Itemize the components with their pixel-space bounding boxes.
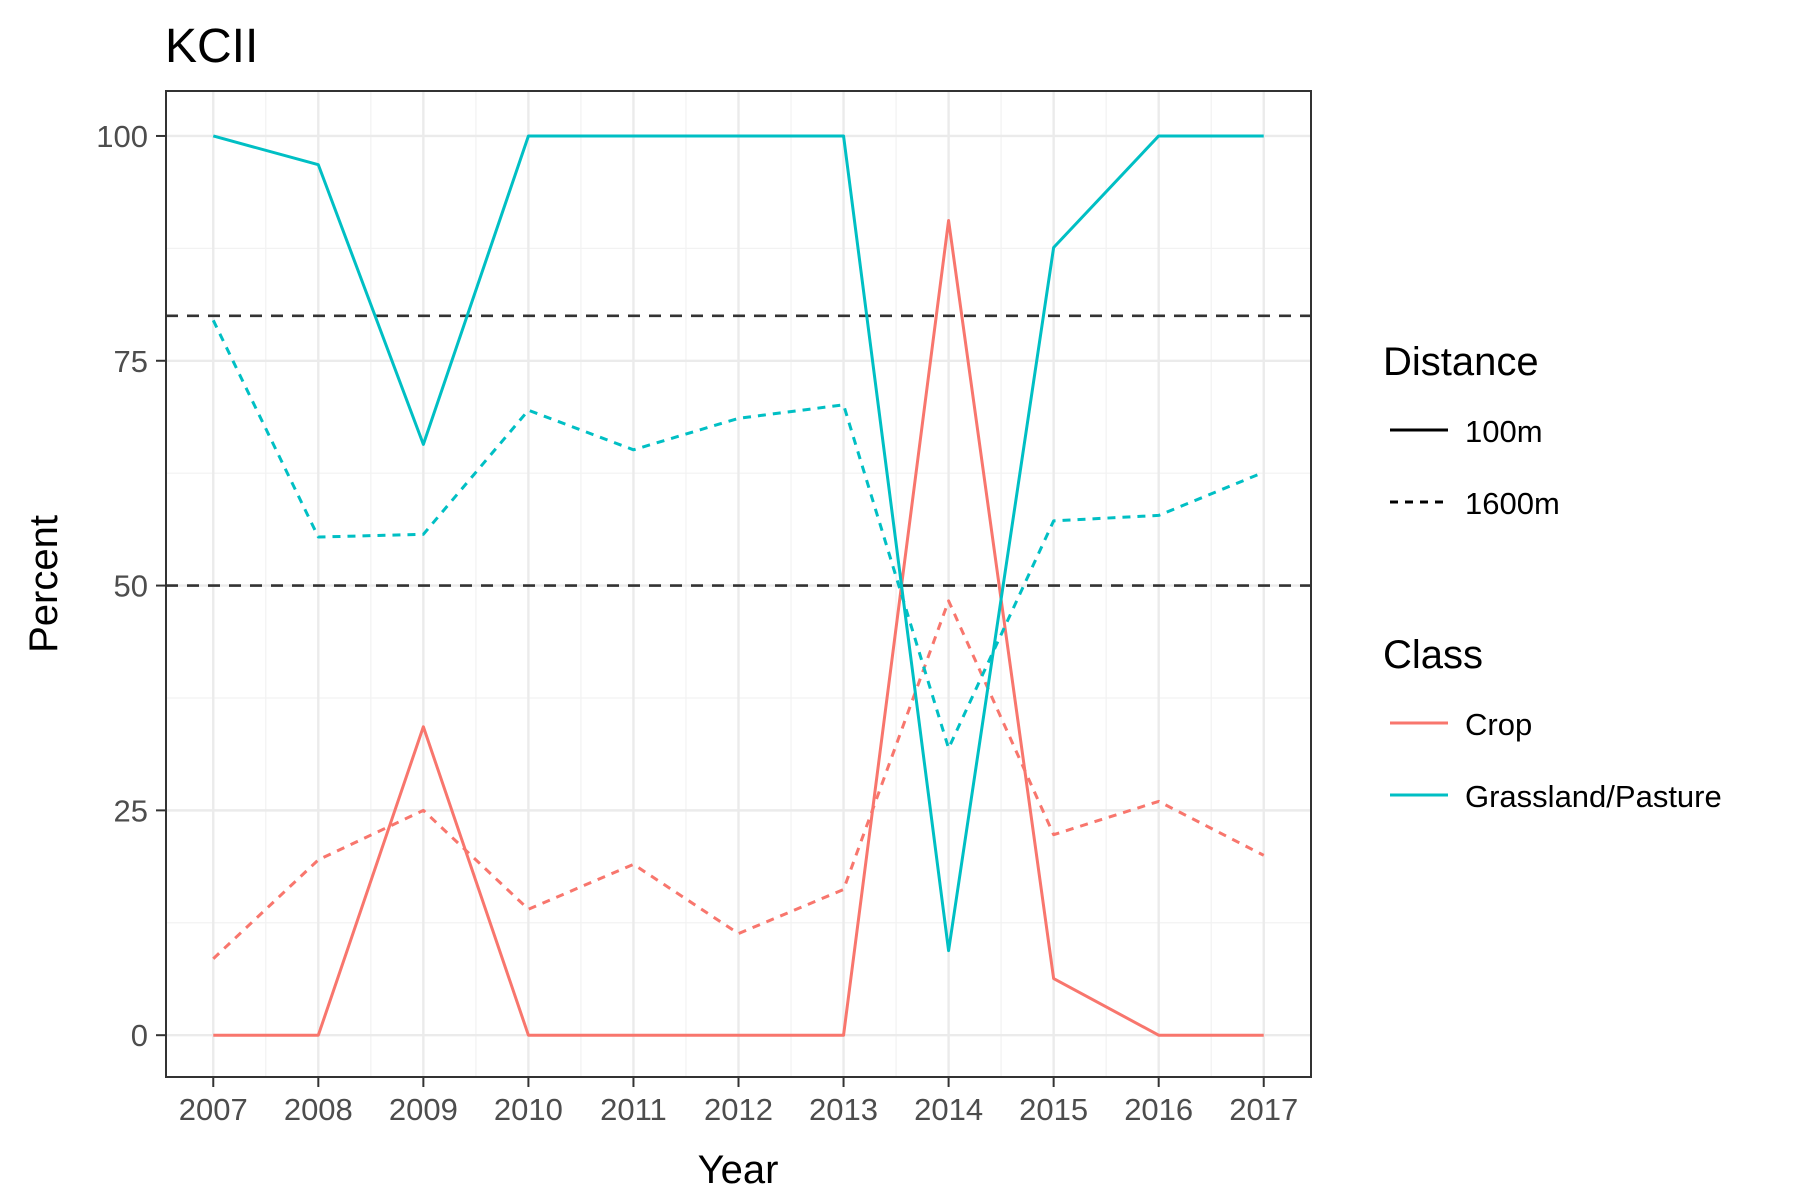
y-axis: 0 25 50 75 100 [96,119,166,1053]
series-lines [211,134,1265,1037]
legend-distance: Distance 100m 1600m [1383,340,1560,521]
reference-lines [166,314,1311,587]
x-tick-label: 2012 [704,1092,773,1127]
x-tick-label: 2013 [809,1092,878,1127]
x-tick-label: 2010 [494,1092,563,1127]
series-line-grassland-pasture-100m [212,134,1264,953]
y-tick-label: 100 [96,119,148,154]
x-tick-label: 2011 [600,1092,667,1127]
legend-label-100m: 100m [1465,414,1543,449]
legend-label-grassland-pasture: Grassland/Pasture [1465,779,1722,814]
chart-title: KCII [165,20,258,73]
series-line-crop-100m [213,218,1264,1037]
y-axis-title: Percent [22,515,66,653]
y-tick-label: 75 [114,344,148,379]
x-tick-label: 2015 [1019,1092,1088,1127]
y-tick-label: 25 [114,793,148,828]
legend-class: Class Crop Grassland/Pasture [1383,633,1722,814]
x-tick-label: 2017 [1229,1092,1298,1127]
legend-label-crop: Crop [1465,707,1532,742]
legend-distance-title: Distance [1383,340,1539,384]
x-tick-label: 2014 [914,1092,983,1127]
x-tick-label: 2007 [179,1092,248,1127]
x-tick-label: 2016 [1124,1092,1193,1127]
y-tick-label: 50 [114,569,148,604]
x-axis-title: Year [698,1148,779,1192]
x-tick-label: 2008 [284,1092,353,1127]
y-tick-label: 0 [131,1018,148,1053]
legend-label-1600m: 1600m [1465,486,1560,521]
legend-class-title: Class [1383,633,1483,677]
x-axis: 2007 2008 2009 2010 2011 2012 2013 2014 2015 2016… [179,1077,1298,1127]
x-tick-label: 2009 [389,1092,458,1127]
